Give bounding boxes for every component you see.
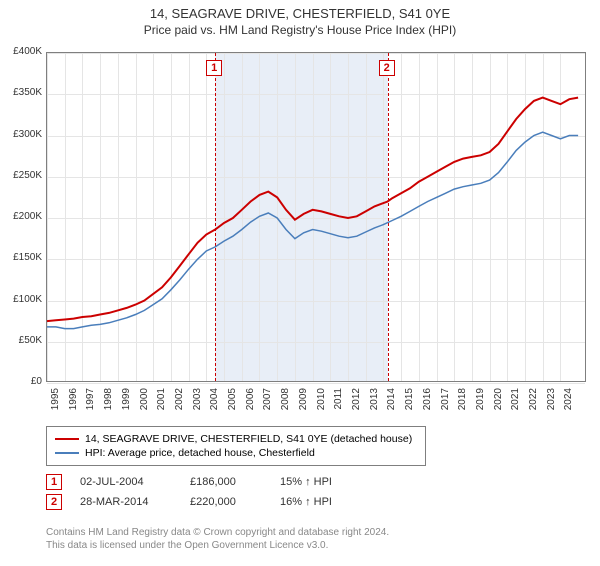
sale-pct: 16% ↑ HPI	[280, 496, 390, 508]
legend-label: HPI: Average price, detached house, Ches…	[85, 447, 315, 459]
x-axis-label: 2012	[351, 388, 362, 428]
sale-index-box: 2	[46, 494, 62, 510]
x-axis-label: 2011	[333, 388, 344, 428]
legend-item: HPI: Average price, detached house, Ches…	[55, 447, 417, 459]
chart-lines	[47, 53, 587, 383]
x-axis-label: 2020	[493, 388, 504, 428]
sale-row: 2 28-MAR-2014£220,00016% ↑ HPI	[46, 494, 390, 510]
x-axis-label: 2005	[227, 388, 238, 428]
sale-marker-box: 1	[206, 60, 222, 76]
chart-plot-area	[46, 52, 586, 382]
sale-price: £220,000	[190, 496, 280, 508]
x-axis-label: 1999	[121, 388, 132, 428]
sale-index-box: 1	[46, 474, 62, 490]
series-line	[47, 98, 578, 322]
footer-line: Contains HM Land Registry data © Crown c…	[46, 526, 389, 539]
x-axis-label: 2016	[422, 388, 433, 428]
x-axis-label: 2006	[245, 388, 256, 428]
sale-row: 1 02-JUL-2004£186,00015% ↑ HPI	[46, 474, 390, 490]
legend-swatch	[55, 438, 79, 440]
sale-marker-box: 2	[379, 60, 395, 76]
x-axis-label: 2007	[262, 388, 273, 428]
x-axis-label: 2003	[192, 388, 203, 428]
x-axis-label: 2000	[139, 388, 150, 428]
legend-label: 14, SEAGRAVE DRIVE, CHESTERFIELD, S41 0Y…	[85, 433, 412, 445]
sale-pct: 15% ↑ HPI	[280, 476, 390, 488]
y-axis-label: £150K	[2, 252, 42, 263]
chart-footer: Contains HM Land Registry data © Crown c…	[46, 526, 389, 552]
legend-item: 14, SEAGRAVE DRIVE, CHESTERFIELD, S41 0Y…	[55, 433, 417, 445]
x-axis-label: 1997	[85, 388, 96, 428]
sale-date: 28-MAR-2014	[80, 496, 190, 508]
x-axis-label: 1998	[103, 388, 114, 428]
x-axis-label: 2004	[209, 388, 220, 428]
sales-table: 1 02-JUL-2004£186,00015% ↑ HPI 2 28-MAR-201…	[46, 470, 390, 514]
gridline	[47, 383, 585, 384]
x-axis-label: 2024	[563, 388, 574, 428]
x-axis-label: 2008	[280, 388, 291, 428]
y-axis-label: £50K	[2, 335, 42, 346]
series-line	[47, 132, 578, 328]
y-axis-label: £0	[2, 376, 42, 387]
x-axis-label: 2009	[298, 388, 309, 428]
footer-line: This data is licensed under the Open Gov…	[46, 539, 389, 552]
x-axis-label: 2017	[440, 388, 451, 428]
y-axis-label: £350K	[2, 87, 42, 98]
x-axis-label: 2018	[457, 388, 468, 428]
x-axis-label: 2019	[475, 388, 486, 428]
x-axis-label: 2001	[156, 388, 167, 428]
chart-legend: 14, SEAGRAVE DRIVE, CHESTERFIELD, S41 0Y…	[46, 426, 426, 466]
y-axis-label: £100K	[2, 294, 42, 305]
y-axis-label: £200K	[2, 211, 42, 222]
x-axis-label: 2023	[546, 388, 557, 428]
x-axis-label: 2010	[316, 388, 327, 428]
chart-title: 14, SEAGRAVE DRIVE, CHESTERFIELD, S41 0Y…	[0, 6, 600, 21]
sale-date: 02-JUL-2004	[80, 476, 190, 488]
y-axis-label: £300K	[2, 129, 42, 140]
chart-subtitle: Price paid vs. HM Land Registry's House …	[0, 23, 600, 37]
x-axis-label: 2013	[369, 388, 380, 428]
x-axis-label: 2002	[174, 388, 185, 428]
x-axis-label: 2014	[386, 388, 397, 428]
y-axis-label: £250K	[2, 170, 42, 181]
x-axis-label: 2021	[510, 388, 521, 428]
sale-price: £186,000	[190, 476, 280, 488]
x-axis-label: 2015	[404, 388, 415, 428]
legend-swatch	[55, 452, 79, 454]
y-axis-label: £400K	[2, 46, 42, 57]
x-axis-label: 1995	[50, 388, 61, 428]
x-axis-label: 1996	[68, 388, 79, 428]
x-axis-label: 2022	[528, 388, 539, 428]
